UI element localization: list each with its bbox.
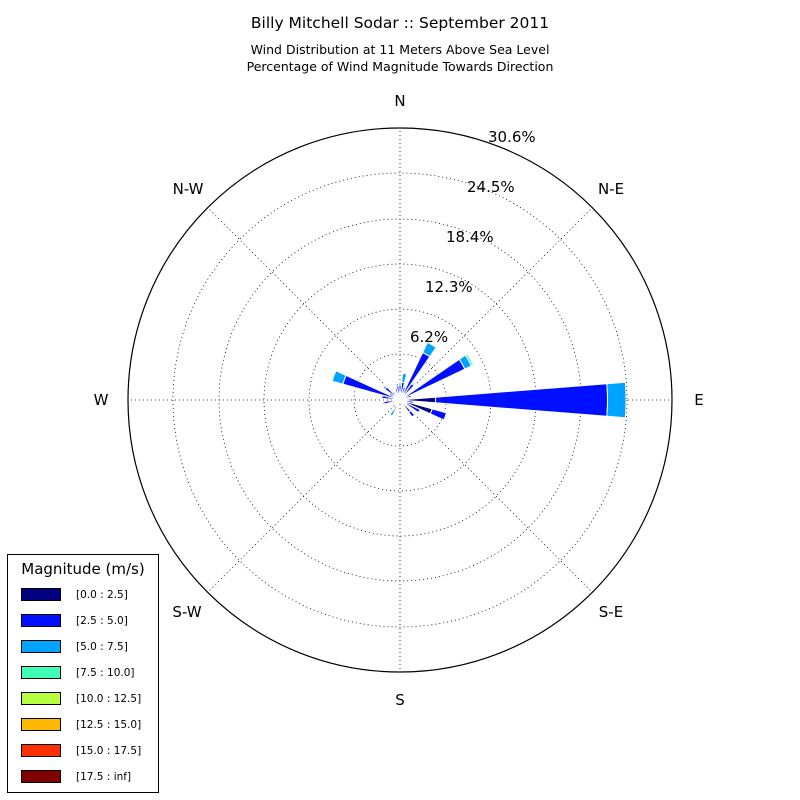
ring-label-1: 6.2% <box>410 328 448 346</box>
wind-rose-wedge <box>410 381 416 387</box>
legend-label: [7.5 : 10.0] <box>76 667 135 679</box>
wind-rose-wedge <box>421 341 437 358</box>
wind-rose-wedge <box>407 409 416 418</box>
wind-rose-wedge <box>405 402 421 414</box>
legend-swatch <box>21 588 61 601</box>
wind-rose-wedge <box>389 407 397 417</box>
legend-swatch <box>21 770 61 783</box>
legend-item: [10.0 : 12.5] <box>21 692 156 706</box>
ring-label-2: 12.3% <box>425 278 473 296</box>
spoke-nw <box>207 207 401 401</box>
direction-label-n: N <box>394 92 405 110</box>
ring-30-6 <box>172 172 628 628</box>
legend-label: [2.5 : 5.0] <box>76 615 128 627</box>
ring-label-3: 18.4% <box>446 228 494 246</box>
chart-title: Billy Mitchell Sodar :: September 2011 <box>251 14 549 32</box>
legend-item: [0.0 : 2.5] <box>21 588 156 602</box>
wind-rose-wedge <box>403 394 413 400</box>
wind-rose-wedge <box>398 382 402 386</box>
wind-rose-wedge <box>391 400 399 406</box>
chart-subtitle-line-1: Wind Distribution at 11 Meters Above Sea… <box>251 42 550 57</box>
direction-label-e: E <box>694 391 703 409</box>
wind-rose-wedge <box>394 401 399 407</box>
spoke-ne <box>399 207 593 401</box>
wind-rose-wedge <box>429 408 448 421</box>
wind-rose-wedge <box>331 370 347 385</box>
legend-item: [12.5 : 15.0] <box>21 718 156 732</box>
spoke-se <box>399 399 593 593</box>
ring-label-4: 24.5% <box>467 178 515 196</box>
direction-label-w: W <box>94 391 109 409</box>
wind-rose-wedge <box>395 383 400 387</box>
outer-frame <box>127 127 673 673</box>
direction-label-sw: S-W <box>172 603 201 621</box>
legend-label: [17.5 : inf] <box>76 771 132 783</box>
wind-rose-wedge <box>606 381 627 419</box>
wind-rose-wedge <box>399 399 403 405</box>
wind-rose-wedge <box>392 390 398 397</box>
legend-swatch <box>21 666 61 679</box>
legend-swatch <box>21 692 61 705</box>
legend-label: [0.0 : 2.5] <box>76 589 128 601</box>
legend-label: [12.5 : 15.0] <box>76 719 142 731</box>
legend-swatch <box>21 718 61 731</box>
legend-title: Magnitude (m/s) <box>21 560 145 578</box>
legend-item: [7.5 : 10.0] <box>21 666 156 680</box>
direction-label-ne: N-E <box>598 180 624 198</box>
wind-rose-wedge <box>464 353 475 367</box>
legend-swatch <box>21 744 61 757</box>
wind-rose-wedge <box>401 372 408 384</box>
legend-swatch <box>21 640 61 653</box>
direction-label-s: S <box>395 691 405 709</box>
ring-label-5: 30.6% <box>488 128 536 146</box>
legend-label: [5.0 : 7.5] <box>76 641 128 653</box>
wind-rose-wedge <box>381 401 385 406</box>
legend-swatch <box>21 614 61 627</box>
legend-label: [10.0 : 12.5] <box>76 693 142 705</box>
legend-item: [17.5 : inf] <box>21 770 156 784</box>
legend: Magnitude (m/s) [0.0 : 2.5] [2.5 : 5.0] … <box>7 554 159 793</box>
wind-rose-wedge <box>382 384 388 390</box>
legend-item: [2.5 : 5.0] <box>21 614 156 628</box>
direction-labels: N N-E E S-E S S-W W N-W <box>94 92 704 709</box>
ring-labels: 6.2% 12.3% 18.4% 24.5% 30.6% <box>410 128 536 346</box>
chart-subtitle-line-2: Percentage of Wind Magnitude Towards Dir… <box>247 59 554 74</box>
wind-rose-bars <box>331 341 627 421</box>
legend-item: [5.0 : 7.5] <box>21 640 156 654</box>
direction-label-nw: N-W <box>173 180 204 198</box>
legend-item: [15.0 : 17.5] <box>21 744 156 758</box>
legend-label: [15.0 : 17.5] <box>76 745 142 757</box>
wind-rose-wedge <box>434 383 609 417</box>
direction-label-se: S-E <box>599 603 623 621</box>
